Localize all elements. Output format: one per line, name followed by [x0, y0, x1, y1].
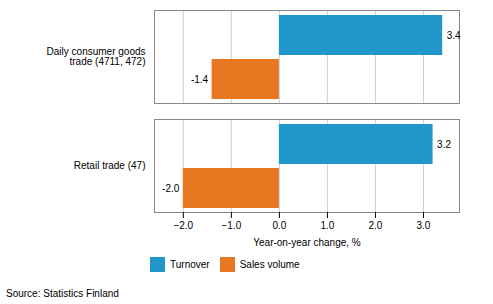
html-text:Sales volume: Sales volume: [239, 259, 300, 270]
svg-text:3.4: 3.4: [447, 30, 461, 41]
svg-text:3.2: 3.2: [437, 139, 451, 150]
svg-text:1.0: 1.0: [320, 220, 334, 231]
svg-text:−2.0: −2.0: [173, 220, 193, 231]
svg-text:−1.0: −1.0: [221, 220, 241, 231]
svg-text:-2.0: -2.0: [162, 183, 180, 194]
html-text:Turnover: Turnover: [170, 259, 210, 270]
svg-text:Daily consumer goodstrade (471: Daily consumer goodstrade (4711, 472): [47, 46, 146, 67]
html-text:Source: Statistics Finland: Source: Statistics Finland: [6, 288, 119, 299]
svg-text:3.0: 3.0: [417, 220, 431, 231]
svg-text:0.0: 0.0: [272, 220, 286, 231]
svg-text:Retail trade (47): Retail trade (47): [74, 160, 146, 171]
svg-text:Year-on-year change, %: Year-on-year change, %: [253, 237, 361, 248]
svg-text:2.0: 2.0: [368, 220, 382, 231]
svg-text:-1.4: -1.4: [191, 74, 209, 85]
